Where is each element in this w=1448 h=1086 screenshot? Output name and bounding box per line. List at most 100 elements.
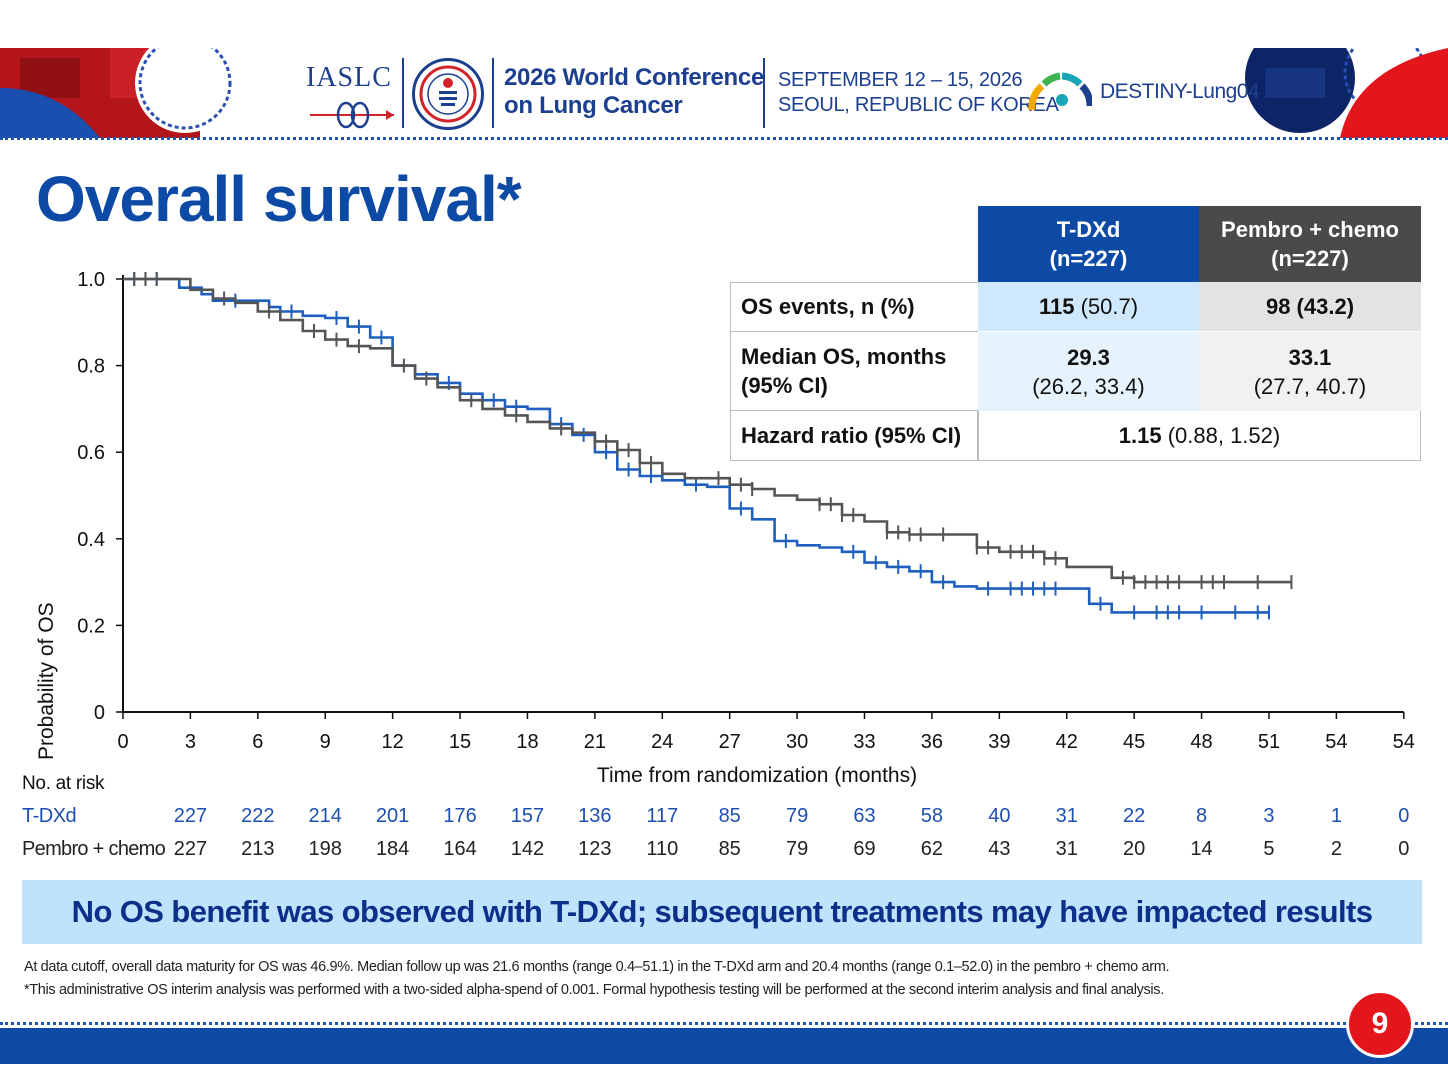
y-tick-label: 0.6 <box>77 442 105 464</box>
table-header-tdxd: T-DXd (n=227) <box>978 206 1199 282</box>
conference-header <box>0 48 1448 138</box>
risk-table-header: No. at risk <box>22 773 105 794</box>
iaslc-logo-text: IASLC <box>306 62 392 93</box>
risk-count: 58 <box>920 805 944 827</box>
x-tick-label: 18 <box>516 731 538 753</box>
risk-count: 142 <box>510 838 545 860</box>
footnote-interim: *This administrative OS interim analysis… <box>24 982 1164 998</box>
table-cell-tdxd: 29.3 (26.2, 33.4) <box>978 332 1199 411</box>
conference-date-location: SEPTEMBER 12 – 15, 2026 SEOUL, REPUBLIC … <box>778 69 1059 116</box>
x-tick-label: 0 <box>117 731 128 753</box>
y-tick-label: 0.4 <box>77 529 105 551</box>
x-axis-label: Time from randomization (months) <box>597 764 917 787</box>
risk-label-tdxd: T-DXd <box>22 805 77 827</box>
risk-count: 20 <box>1123 838 1146 860</box>
risk-count: 227 <box>173 805 208 827</box>
x-tick-label: 54 <box>1325 731 1347 753</box>
risk-count: 198 <box>308 838 342 860</box>
x-tick-label: 21 <box>584 731 606 753</box>
x-tick-label: 33 <box>853 731 875 753</box>
risk-count: 227 <box>173 838 208 860</box>
risk-count: 43 <box>988 838 1011 860</box>
risk-count: 0 <box>1398 838 1410 860</box>
destiny-logo-icon <box>1028 72 1092 111</box>
risk-count: 1 <box>1330 805 1342 827</box>
x-tick-label: 27 <box>719 731 741 753</box>
risk-count: 31 <box>1055 838 1078 860</box>
x-tick-label: 3 <box>185 731 196 753</box>
risk-count: 63 <box>853 805 876 827</box>
x-tick-label: 36 <box>921 731 943 753</box>
table-cell-tdxd: 115 (50.7) <box>978 282 1199 332</box>
risk-count: 110 <box>646 838 679 860</box>
header-divider <box>763 58 765 128</box>
x-tick-label: 24 <box>651 731 673 753</box>
decorative-banner-right <box>1245 48 1448 138</box>
table-cell-hazard-ratio: 1.15 (0.88, 1.52) <box>978 411 1421 461</box>
conference-name: 2026 World Conference on Lung Cancer <box>504 64 765 119</box>
trial-name: DESTINY-Lung04 <box>1100 80 1260 103</box>
risk-count: 213 <box>241 838 275 860</box>
header-divider <box>492 58 494 128</box>
table-header-pembro: Pembro + chemo (n=227) <box>1199 206 1421 282</box>
risk-count: 69 <box>853 838 876 860</box>
table-row-label: OS events, n (%) <box>730 282 978 332</box>
y-axis-label: Probability of OS <box>35 602 58 760</box>
risk-count: 222 <box>241 805 275 827</box>
footer-dotted-line <box>0 1022 1448 1025</box>
y-tick-label: 0.8 <box>77 356 105 378</box>
risk-count: 164 <box>443 838 477 860</box>
km-chart: 00.20.40.60.81.00 3 6 9 12 15 18 21 24 27 30 33 36 39… <box>35 269 1415 787</box>
lungs-icon <box>310 101 394 129</box>
decorative-banner-left <box>0 48 240 138</box>
footnote-maturity: At data cutoff, overall data maturity fo… <box>24 959 1170 975</box>
risk-count: 117 <box>646 805 679 827</box>
risk-count: 2 <box>1330 838 1342 860</box>
risk-count: 8 <box>1195 805 1208 827</box>
x-tick-label: 12 <box>382 731 404 753</box>
x-tick-label: 54 <box>1393 731 1415 753</box>
risk-count: 14 <box>1190 838 1213 860</box>
x-tick-label: 42 <box>1056 731 1078 753</box>
risk-count: 5 <box>1263 838 1275 860</box>
footer-bar <box>0 1028 1448 1064</box>
risk-count: 31 <box>1055 805 1078 827</box>
risk-count: 62 <box>920 838 944 860</box>
header-dotted-line <box>0 137 1448 140</box>
risk-count: 40 <box>988 805 1011 827</box>
x-tick-label: 15 <box>449 731 471 753</box>
x-tick-label: 51 <box>1258 731 1280 753</box>
page-number: 9 <box>1346 990 1414 1058</box>
y-tick-label: 1.0 <box>77 269 105 291</box>
risk-count: 85 <box>718 838 741 860</box>
table-row-label: Hazard ratio (95% CI) <box>730 411 978 461</box>
risk-count: 85 <box>718 805 741 827</box>
risk-count: 79 <box>785 838 809 860</box>
x-tick-label: 30 <box>786 731 808 753</box>
x-tick-label: 6 <box>252 731 263 753</box>
risk-count: 123 <box>578 838 612 860</box>
y-tick-label: 0 <box>94 702 105 724</box>
page-title: Overall survival* <box>36 163 522 235</box>
risk-count: 214 <box>308 805 342 827</box>
risk-count: 79 <box>785 805 809 827</box>
conference-seal-icon <box>412 58 484 130</box>
risk-count: 184 <box>375 838 410 860</box>
x-tick-label: 9 <box>320 731 331 753</box>
risk-count: 22 <box>1123 805 1146 827</box>
table-cell-pembro: 33.1 (27.7, 40.7) <box>1199 332 1421 411</box>
x-tick-label: 39 <box>988 731 1010 753</box>
risk-count: 0 <box>1398 805 1410 827</box>
risk-count: 157 <box>510 805 545 827</box>
conclusion-banner: No OS benefit was observed with T-DXd; s… <box>22 880 1422 944</box>
risk-count: 136 <box>578 805 612 827</box>
x-tick-label: 45 <box>1123 731 1145 753</box>
risk-count: 201 <box>375 805 410 827</box>
risk-label-pembro: Pembro + chemo <box>22 838 166 860</box>
header-divider <box>402 58 404 128</box>
x-tick-label: 48 <box>1190 731 1212 753</box>
risk-count: 3 <box>1263 805 1275 827</box>
risk-count: 176 <box>443 805 477 827</box>
table-cell-pembro: 98 (43.2) <box>1199 282 1421 332</box>
table-row-label: Median OS, months (95% CI) <box>730 332 978 411</box>
